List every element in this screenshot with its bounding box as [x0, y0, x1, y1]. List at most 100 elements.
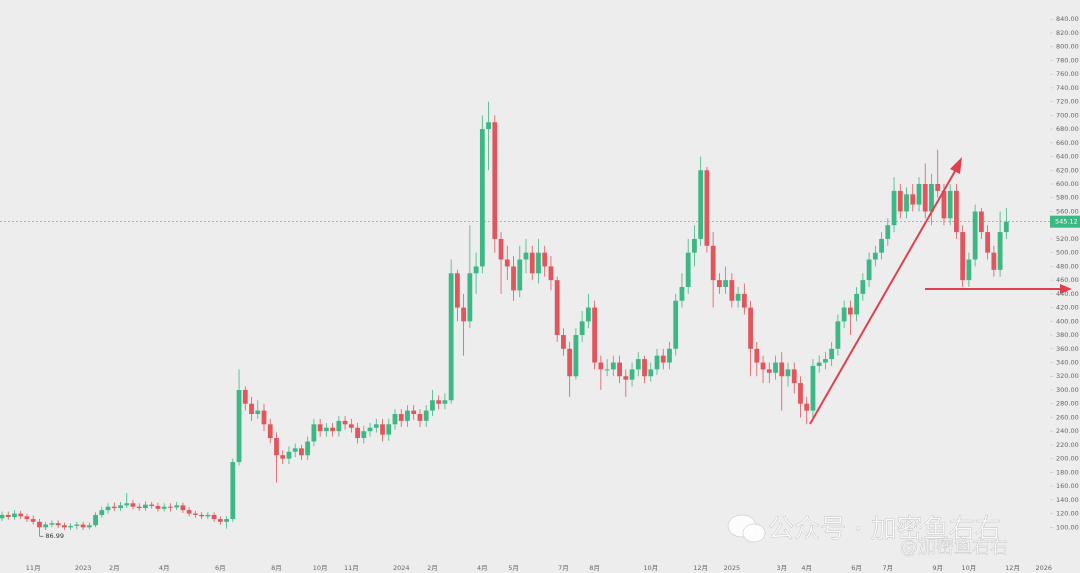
candle-body	[754, 348, 760, 363]
y-tick-label: 220.00	[1056, 441, 1079, 449]
candle-body	[791, 369, 797, 384]
candle-body	[367, 427, 373, 432]
candle-body	[192, 513, 198, 515]
x-tick-label: 11月	[26, 564, 41, 572]
candle-body	[274, 438, 279, 456]
y-tick-label: 260.00	[1056, 413, 1079, 421]
y-tick-label: 360.00	[1056, 345, 1079, 353]
candle-body	[673, 300, 679, 349]
candle-body	[454, 273, 460, 308]
candle-body	[642, 359, 647, 377]
x-tick-label: 2月	[109, 564, 120, 572]
wechat-icon	[742, 523, 766, 543]
x-tick-label: 2025	[724, 564, 741, 572]
candle-body	[704, 170, 710, 246]
candle-body	[342, 420, 348, 425]
candle-body	[361, 431, 367, 439]
candle-body	[592, 307, 598, 363]
y-tick-label: 420.00	[1056, 304, 1079, 312]
candle-body	[473, 266, 479, 274]
y-tick-label: 800.00	[1056, 43, 1079, 51]
candle-body	[748, 307, 753, 349]
candle-body	[685, 252, 691, 287]
y-tick-label: 480.00	[1056, 262, 1079, 270]
y-tick-label: 460.00	[1056, 276, 1079, 284]
candle-body	[929, 184, 934, 212]
candle-body	[236, 389, 242, 463]
candle-body	[847, 307, 853, 315]
candle-body	[935, 184, 941, 191]
x-tick-label: 9月	[932, 564, 943, 572]
candle-body	[891, 190, 897, 226]
candle-body	[261, 410, 267, 425]
x-tick-label: 11月	[344, 564, 359, 572]
candle-body	[798, 383, 803, 404]
candle-body	[461, 307, 467, 322]
candle-body	[286, 451, 292, 459]
candle-body	[841, 307, 847, 322]
candle-body	[105, 506, 111, 511]
arrow-head	[950, 157, 962, 174]
candle-body	[317, 424, 323, 432]
x-tick-label: 4月	[159, 564, 170, 572]
y-tick-label: 600.00	[1056, 180, 1079, 188]
y-tick-label: 780.00	[1056, 56, 1079, 64]
candle-body	[305, 441, 311, 456]
y-tick-label: 760.00	[1056, 70, 1079, 78]
candle-body	[579, 321, 585, 336]
x-tick-label: 2月	[427, 564, 438, 572]
candle-body	[43, 524, 49, 528]
candle-body	[542, 252, 548, 267]
candle-body	[93, 514, 98, 526]
y-tick-label: 380.00	[1056, 331, 1079, 339]
candle-body	[972, 211, 978, 260]
candle-body	[698, 170, 704, 239]
candle-body	[648, 369, 654, 377]
x-tick-label: 8月	[271, 564, 282, 572]
x-tick-label: 7月	[558, 564, 569, 572]
candle-body	[161, 506, 167, 509]
y-tick-label: 280.00	[1056, 400, 1079, 408]
y-tick-label: 560.00	[1056, 207, 1079, 215]
y-tick-label: 240.00	[1056, 427, 1079, 435]
candle-body	[111, 506, 117, 509]
candle-body	[692, 238, 697, 253]
candle-body	[124, 503, 130, 506]
candle-body	[323, 427, 329, 432]
candle-body	[1003, 221, 1009, 233]
candle-body	[991, 252, 997, 270]
x-tick-label: 8月	[589, 564, 600, 572]
candle-body	[149, 504, 155, 507]
candle-body	[86, 525, 92, 528]
candle-body	[299, 448, 304, 456]
y-tick-label: 100.00	[1056, 523, 1079, 531]
candle-body	[267, 424, 273, 439]
candle-body	[866, 259, 872, 281]
x-tick-label: 4月	[477, 564, 488, 572]
candle-body	[311, 424, 317, 442]
watermark: 公众号 · 加密鱼右右 @加密鱼右右	[727, 514, 1008, 558]
candle-body	[810, 365, 816, 411]
candle-body	[373, 424, 379, 428]
candle-body	[199, 514, 205, 517]
candle-body	[12, 513, 17, 517]
candle-body	[380, 424, 385, 435]
last-price-label: 545.12	[1055, 218, 1078, 226]
y-tick-label: 580.00	[1056, 194, 1079, 202]
arrow-head	[1060, 284, 1072, 294]
x-tick-label: 10月	[962, 564, 977, 572]
candle-body	[773, 362, 778, 373]
candle-body	[916, 184, 922, 205]
low-label: 86.99	[45, 532, 64, 540]
candle-body	[741, 293, 747, 308]
candle-body	[716, 280, 722, 287]
candle-body	[629, 369, 635, 380]
candle-body	[224, 519, 229, 522]
candle-body	[561, 335, 566, 349]
candle-body	[5, 514, 11, 517]
y-tick-label: 320.00	[1056, 372, 1079, 380]
candle-body	[604, 369, 610, 371]
candle-body	[430, 400, 435, 411]
candle-body	[49, 523, 55, 525]
candle-body	[423, 410, 429, 421]
